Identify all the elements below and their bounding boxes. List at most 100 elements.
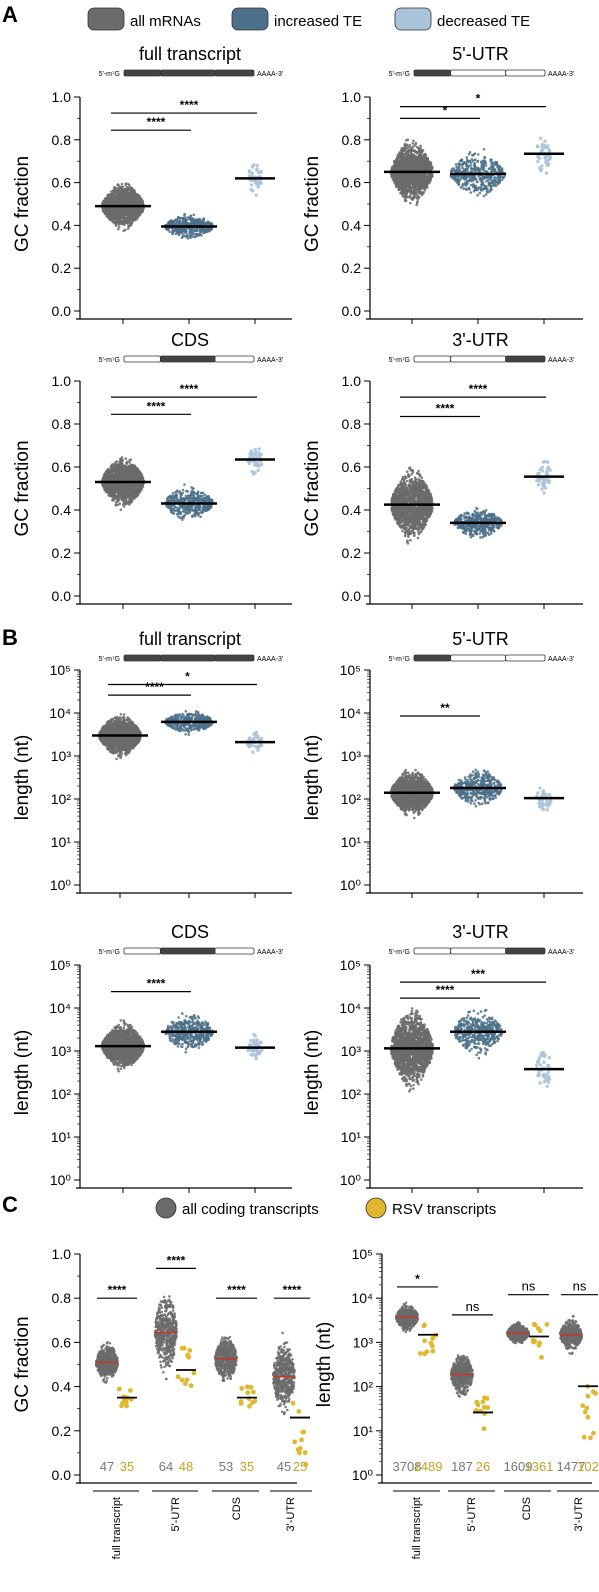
chart-a2-series-1-point [476,159,480,163]
chart-a1-series-0-point [128,183,131,187]
chart-a2-series-2-point [536,159,540,164]
chart-a2-series-1-point [468,150,472,154]
chart-a1-axes: 0.00.20.40.60.81.0GC fraction [12,89,292,320]
chart-a2-series-0-point [412,149,416,153]
chart-a2-series-0-point [416,198,420,201]
y-tick-label: 0.2 [52,260,72,276]
schematic-segment [505,69,546,77]
chart-a1-series-0-point [136,216,140,219]
legend-c-label-rsv: RSV transcripts [392,1201,496,1218]
chart-a1-series-1-point [189,236,192,240]
chart-a2-series-2-point [545,163,549,167]
chart-a1-series-0-point [103,201,106,204]
chart-a1-series-0-point [116,208,119,212]
chart-a1-series-1-point [183,212,186,216]
chart-a1-series-0-point [137,207,140,210]
chart-a2-series-0-point [422,191,425,194]
chart-a1-series-1-point [175,219,178,223]
chart-a1-series-0-point [127,218,130,221]
chart-a1-series-2-point [254,193,258,197]
chart-a1-series-1-point [206,221,210,224]
chart-a2-series-0-point [419,146,422,150]
chart-a2-series-1-point [462,187,465,190]
chart-a2-series-0-point [423,153,426,157]
chart-a3-title: CDS [171,330,209,350]
chart-a2-series-0-point [404,188,408,191]
chart-a2-series-0-point [415,201,419,205]
chart-a2-series-1-point [455,181,459,184]
chart-a1-series-0-point [110,190,113,193]
chart-a1-series-1-point [191,232,195,235]
chart-a1-series-0-point [114,201,118,204]
legend-swatch-all-mrnas [87,7,125,31]
y-tick-label: 1.0 [52,89,72,105]
chart-a2-series-0-point [414,181,417,184]
chart-a1-series-1-point [191,217,194,220]
chart-a2-series-0-point [422,183,426,187]
chart-a1-series-1-point [186,237,189,240]
chart-a2-series-0-point [403,142,407,146]
chart-a2-series-0-point [411,162,415,166]
chart-a1-series-0-point [107,199,111,203]
chart-a1-series-1-point [183,229,187,232]
chart-a2-series-1-point [465,182,469,185]
chart-a2-series-0-point [414,155,417,159]
chart-a2-series-0-point [422,179,426,182]
chart-a1-series-0-point [113,219,116,223]
chart-a2-series-0-point [402,178,406,181]
chart-a1-series-0-point [107,196,110,200]
chart-a1-series-1-point [195,229,199,232]
chart-a1-series-1-point [184,216,187,219]
chart-a2-series-2 [535,136,553,175]
chart-a2-series-0-point [401,155,404,158]
chart-a1-series-0-point [134,213,138,216]
chart-a1-series-1-point [188,216,192,220]
chart-a2-series-1-point [470,158,474,161]
legend-top: all mRNAs increased TE decreased TE [87,7,530,31]
chart-a2-series-0-point [400,188,403,192]
chart-a1-series-0-point [105,201,108,205]
chart-a2-series-0-point [416,155,420,159]
chart-a1-series-1-point [197,218,200,222]
y-tick-label: 1.0 [52,373,72,389]
chart-a1-series-1-point [177,216,180,219]
chart-a1-series-0-point [128,207,132,211]
legend-label-decreased-te: decreased TE [437,13,530,30]
chart-a2-series-2-point [541,148,545,152]
chart-a1-series-2-point [258,179,263,183]
schematic-right-label: AAAA-3' [257,357,283,364]
chart-a2-series-0-point [418,174,422,178]
chart-a1-series-0-point [134,208,138,212]
schematic-right-label: AAAA-3' [257,71,283,78]
chart-a2-series-0-point [408,190,412,194]
chart-a1-series-0-point [141,199,144,203]
chart-a1-series-2-point [255,163,259,168]
chart-a1-series-0-point [123,194,126,197]
chart-a2-series-0-point [412,158,415,162]
chart-a1-series-2-point [256,182,261,187]
chart-a2-series-1-point [476,193,479,197]
y-tick-label: 0.6 [52,459,72,475]
chart-a2-series-0-point [400,176,404,179]
chart-a2-series-1-point [484,164,488,167]
chart-a2-series-0-point [395,178,398,182]
chart-a2-series-0-point [404,156,408,159]
y-tick-label: 1.0 [342,89,362,105]
chart-a2-series-1-point [481,188,484,192]
chart-a2-series-0-point [415,145,419,149]
y-tick-label: 0.8 [342,132,362,148]
chart-a1-series-0-point [122,196,125,200]
chart-a1-series-0-point [121,192,125,195]
chart-a1-sig-label: **** [147,115,166,129]
chart-a1-series-0-point [120,186,123,190]
chart-a1-series-0-point [122,189,125,193]
chart-a2-series-1-point [465,156,469,159]
chart-a1-series-0-point [126,189,130,192]
chart-a2-series-0-point [393,161,396,164]
chart-a1-series-0-point [123,200,127,204]
chart-a2-series-0-point [424,160,428,164]
chart-a1-series-0-point [121,210,124,214]
chart-a2-series-1-point [459,163,463,166]
chart-a2-series-1-point [467,186,471,190]
